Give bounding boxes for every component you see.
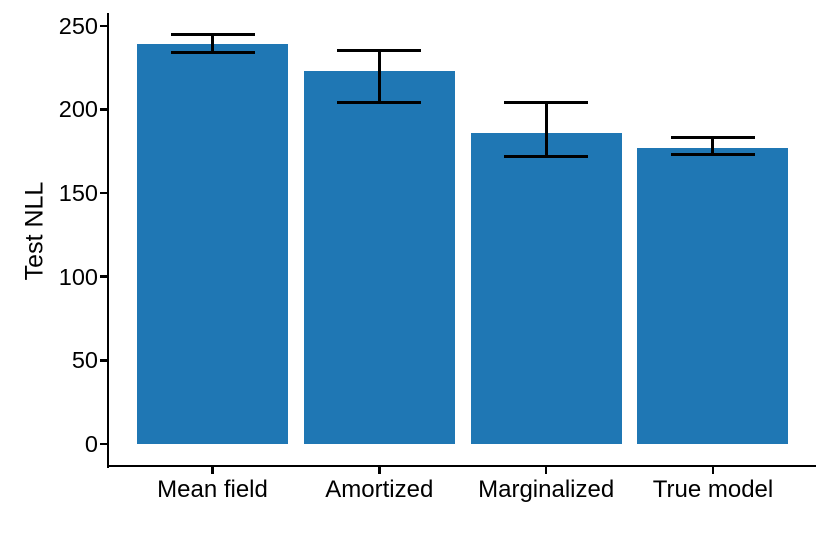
x-tick [544,467,548,475]
x-tick [211,467,214,475]
error-bar-line [544,102,548,157]
error-bar-cap-top [337,49,422,53]
y-tick [99,191,107,195]
bar [303,70,455,444]
error-bar-cap-bottom [670,153,755,157]
error-bar-cap-bottom [337,101,422,105]
y-tick-label: 250 [58,12,98,39]
y-tick-label: 150 [58,180,98,207]
error-bar-cap-top [170,32,255,36]
error-bar-cap-top [670,136,755,140]
x-tick-label: True model [652,476,774,503]
x-tick [378,467,381,475]
bar [137,44,288,444]
y-tick [99,24,107,27]
x-tick [711,467,715,475]
error-bar-line [211,34,214,53]
bar [637,147,789,444]
error-bar-line [711,137,715,155]
x-tick-label: Marginalized [478,476,615,503]
error-bar-cap-bottom [504,154,589,158]
x-tick-label: Amortized [325,476,434,503]
x-axis-line [106,464,816,468]
bar [470,132,622,444]
error-bar-cap-top [504,101,589,105]
y-tick-label: 0 [84,431,98,457]
y-tick [99,359,107,362]
y-tick-label: 50 [71,347,98,374]
error-bar-cap-bottom [170,51,255,55]
error-bar-line [377,50,381,103]
y-tick [99,108,107,111]
y-tick [99,275,107,278]
y-tick-label: 100 [58,263,98,290]
y-tick [99,442,107,446]
y-tick-label: 200 [58,96,98,123]
x-tick-label: Mean field [157,476,268,503]
y-axis-line [106,13,110,468]
